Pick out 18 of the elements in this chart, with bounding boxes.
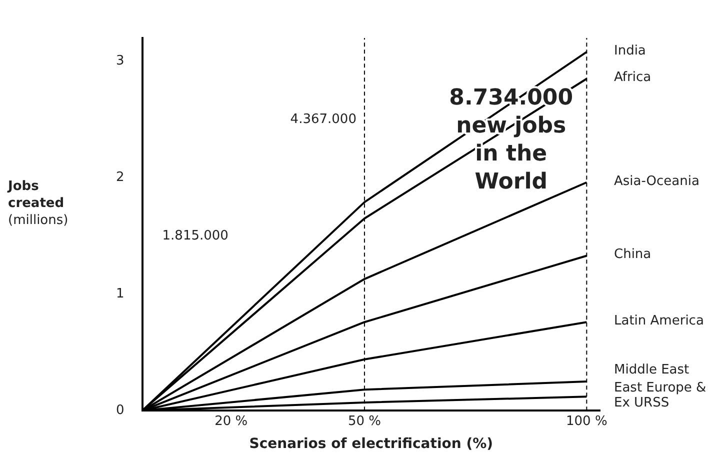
y-axis-title: Jobs created (millions) bbox=[8, 179, 68, 228]
text: China bbox=[614, 247, 652, 262]
text: Middle East bbox=[614, 362, 690, 378]
x-tick-label: 50 % bbox=[348, 414, 381, 429]
text: Asia-Oceania bbox=[614, 174, 700, 189]
y-tick-label: 0 bbox=[116, 402, 124, 418]
text: East Europe & Ex URSS bbox=[614, 380, 706, 411]
annotation: 4.367.000 bbox=[290, 112, 356, 127]
text: India bbox=[614, 43, 646, 58]
y-tick-label: 1 bbox=[116, 286, 124, 302]
y-tick-label: 2 bbox=[116, 170, 124, 186]
annotation: 1.815.000 bbox=[162, 228, 228, 244]
y-tick-label: 3 bbox=[116, 54, 124, 69]
x-tick-label: 100 % bbox=[566, 414, 608, 429]
x-tick-label: 20 % bbox=[214, 414, 248, 429]
text: Latin America bbox=[614, 313, 704, 328]
x-axis-title: Scenarios of electrification (%) bbox=[249, 436, 494, 452]
text: Africa bbox=[614, 70, 652, 86]
